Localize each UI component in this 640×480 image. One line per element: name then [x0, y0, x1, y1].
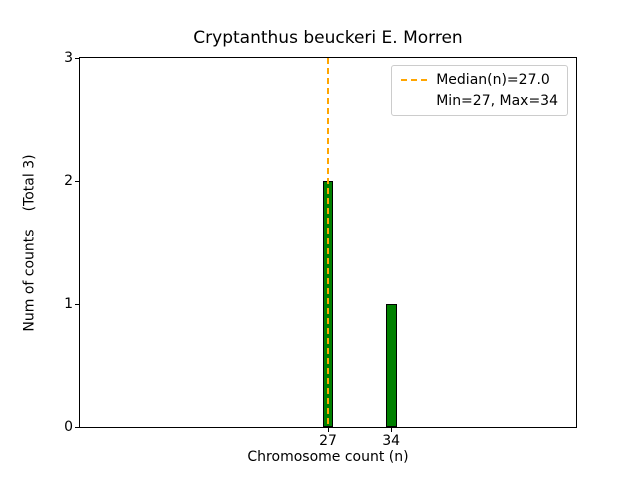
x-axis-label: Chromosome count (n) [247, 449, 409, 465]
y-tick-label: 2 [64, 173, 73, 189]
x-tick-label: 27 [319, 433, 337, 449]
legend-label: Min=27, Max=34 [436, 93, 558, 109]
legend-dashed-line-icon [401, 79, 429, 81]
y-axis-label-box: Num of counts (Total 3) [8, 57, 52, 428]
plot-area: Median(n)=27.0 Min=27, Max=34 27 34 0 1 2 3 [64, 50, 577, 449]
y-tick [75, 57, 79, 59]
bar-34 [385, 304, 397, 427]
y-tick-label: 3 [64, 50, 73, 66]
legend-label: Median(n)=27.0 [436, 72, 550, 88]
y-tick [75, 303, 79, 305]
legend-handle-blank [401, 100, 428, 102]
y-tick-label: 1 [64, 296, 73, 312]
y-axis-label: Num of counts (Total 3) [22, 154, 38, 331]
x-tick-label: 34 [382, 433, 401, 449]
y-axis-total-note: (Total 3) [22, 153, 38, 211]
y-tick [75, 426, 79, 428]
legend: Median(n)=27.0 Min=27, Max=34 [391, 65, 568, 116]
median-line [327, 58, 329, 427]
legend-entry: Median(n)=27.0 [401, 72, 558, 88]
y-tick [75, 180, 79, 182]
x-tick [327, 428, 329, 432]
chart-title: Cryptanthus beuckeri E. Morren [193, 28, 463, 48]
legend-entry: Min=27, Max=34 [401, 93, 558, 109]
x-tick [390, 428, 392, 432]
y-axis-label-text: Num of counts [22, 228, 38, 332]
y-tick-label: 0 [64, 419, 73, 435]
